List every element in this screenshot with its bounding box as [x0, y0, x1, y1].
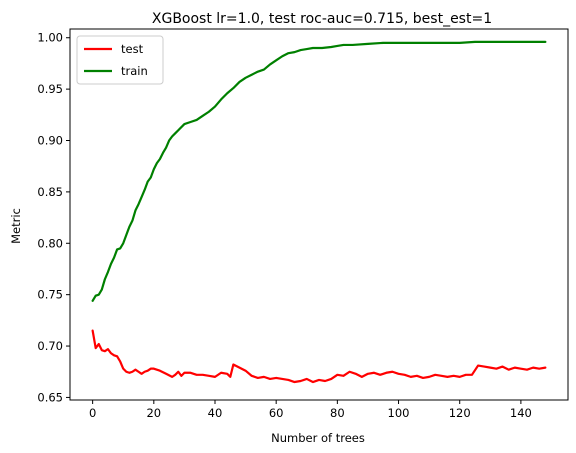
x-tick-label: 80 — [330, 406, 345, 420]
legend: test train — [76, 35, 164, 85]
series-line-test — [91, 329, 547, 384]
x-tick-label: 140 — [510, 406, 532, 420]
chart-title: XGBoost lr=1.0, test roc-auc=0.715, best… — [152, 11, 492, 27]
x-tick-label: 100 — [388, 406, 410, 420]
x-tick-label: 40 — [208, 406, 223, 420]
x-tick-label: 60 — [269, 406, 284, 420]
y-tick-label: 1.00 — [37, 31, 63, 45]
y-tick-label: 0.90 — [37, 134, 63, 148]
axis-ticks: 0 20 40 60 80 100 120 140 0.65 0.70 0.75 0.80 0.85 0.… — [37, 31, 531, 420]
x-tick-label: 0 — [89, 406, 96, 420]
plot-frame — [69, 28, 569, 401]
y-tick-label: 0.70 — [37, 339, 63, 353]
y-tick-label: 0.95 — [37, 82, 63, 96]
plot-area — [91, 40, 547, 384]
x-tick-label: 20 — [146, 406, 161, 420]
series-line-train — [91, 40, 547, 302]
y-axis-label: Metric — [9, 208, 23, 244]
y-tick-label: 0.80 — [37, 236, 63, 250]
x-tick-label: 120 — [449, 406, 471, 420]
y-tick-label: 0.65 — [37, 390, 63, 404]
legend-label-test: test — [121, 42, 144, 56]
legend-label-train: train — [121, 64, 148, 78]
legend-box — [76, 35, 164, 85]
y-tick-label: 0.85 — [37, 185, 63, 199]
x-axis-label: Number of trees — [271, 431, 365, 445]
y-tick-label: 0.75 — [37, 288, 63, 302]
